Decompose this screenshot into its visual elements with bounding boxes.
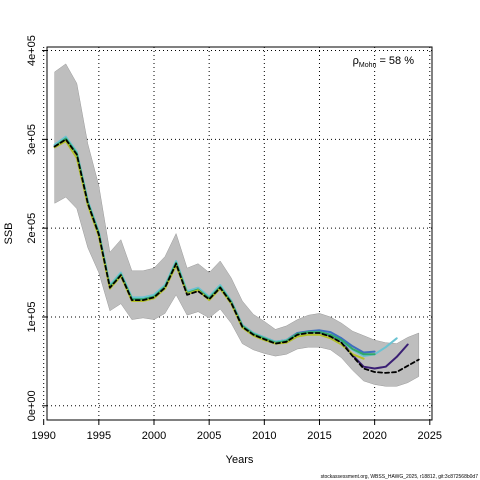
- rho-value: = 58 %: [376, 55, 414, 67]
- y-tick-label: 4e+05: [26, 35, 38, 66]
- grid: [43, 47, 432, 420]
- x-tick-label: 2005: [197, 430, 221, 442]
- x-tick-label: 1990: [31, 430, 55, 442]
- y-tick-label: 3e+05: [26, 124, 38, 155]
- x-tick-label: 2020: [362, 430, 386, 442]
- x-tick-label: 1995: [87, 430, 111, 442]
- confidence-band: [54, 63, 420, 387]
- x-tick-label: 2015: [307, 430, 331, 442]
- axes: 1990 1995 2000 2005 2010 2015 2020 2025 0e+00 1e+…: [26, 35, 442, 442]
- series-line-5: [53, 140, 365, 360]
- y-tick-label: 2e+05: [26, 213, 38, 244]
- series-line-0: [53, 138, 420, 374]
- series-lines: [53, 135, 420, 374]
- rho-subscript: Mohn: [359, 62, 377, 69]
- plot-frame: [46, 46, 433, 421]
- y-tick-label: 0e+00: [26, 390, 38, 421]
- x-tick-label: 2010: [252, 430, 276, 442]
- x-axis-title: Years: [226, 454, 254, 466]
- y-tick-label: 1e+05: [26, 302, 38, 333]
- y-axis-title: SSB: [3, 222, 15, 244]
- x-tick-label: 2025: [418, 430, 442, 442]
- confidence-band-area: [54, 63, 420, 387]
- x-tick-label: 2000: [142, 430, 166, 442]
- credit-text: stockassessment.org, WBSS_HAWG_2025, r18…: [321, 474, 479, 480]
- mohn-rho-annotation: ρMohn = 58 %: [353, 55, 415, 69]
- rho-symbol: ρ: [353, 55, 359, 67]
